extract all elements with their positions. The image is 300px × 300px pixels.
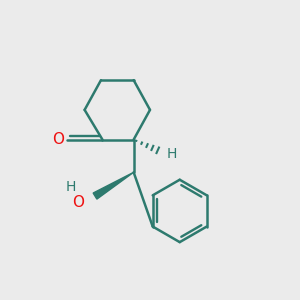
Polygon shape <box>93 172 134 199</box>
Text: H: H <box>66 180 76 194</box>
Text: H: H <box>166 147 177 160</box>
Text: O: O <box>72 194 84 209</box>
Text: O: O <box>52 132 64 147</box>
